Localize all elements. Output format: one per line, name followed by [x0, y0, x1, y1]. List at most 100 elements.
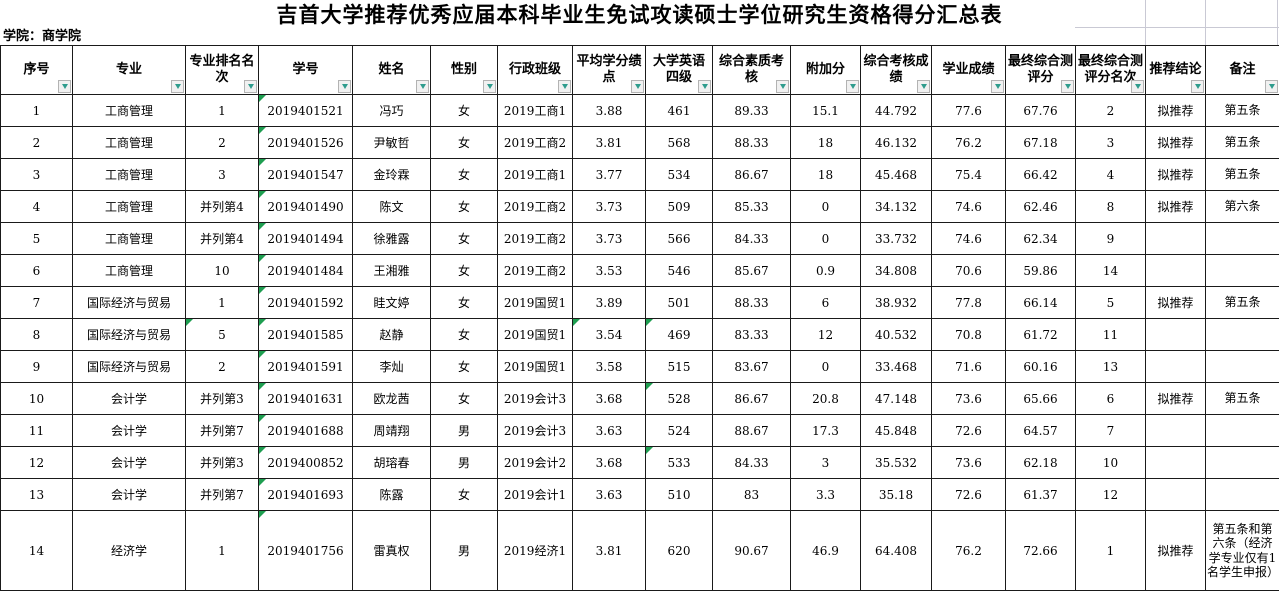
cell-gpa[interactable]: 3.73 — [572, 190, 646, 223]
cell-gender[interactable]: 女 — [430, 382, 498, 415]
cell-name[interactable]: 眭文婷 — [352, 286, 431, 319]
cell-class[interactable]: 2019工商2 — [497, 222, 573, 255]
cell-class[interactable]: 2019国贸1 — [497, 286, 573, 319]
filter-dropdown-icon[interactable] — [244, 80, 257, 93]
column-header-quality[interactable]: 综合素质考核 — [712, 45, 791, 95]
cell-final[interactable]: 66.42 — [1005, 158, 1076, 191]
cell-comp[interactable]: 33.732 — [860, 222, 932, 255]
cell-quality[interactable]: 83.33 — [712, 318, 791, 351]
cell-student_id[interactable]: 2019401490 — [258, 190, 353, 223]
cell-student_id[interactable]: 2019401494 — [258, 222, 353, 255]
cell-major[interactable]: 工商管理 — [72, 254, 186, 287]
cell-quality[interactable]: 86.67 — [712, 382, 791, 415]
cell-student_id[interactable]: 2019401631 — [258, 382, 353, 415]
cell-gender[interactable]: 女 — [430, 318, 498, 351]
cell-cet4[interactable]: 510 — [645, 478, 713, 511]
cell-bonus[interactable]: 20.8 — [790, 382, 861, 415]
cell-gpa[interactable]: 3.88 — [572, 94, 646, 127]
cell-name[interactable]: 李灿 — [352, 350, 431, 383]
cell-academic[interactable]: 73.6 — [931, 446, 1006, 479]
cell-cet4[interactable]: 515 — [645, 350, 713, 383]
cell-no[interactable]: 9 — [0, 350, 73, 383]
cell-major_rank[interactable]: 并列第3 — [185, 382, 259, 415]
cell-final_rank[interactable]: 4 — [1075, 158, 1146, 191]
cell-conclusion[interactable] — [1145, 446, 1206, 479]
cell-remark[interactable] — [1205, 478, 1279, 511]
cell-cet4[interactable]: 501 — [645, 286, 713, 319]
cell-student_id[interactable]: 2019401756 — [258, 510, 353, 591]
cell-name[interactable]: 雷真权 — [352, 510, 431, 591]
cell-class[interactable]: 2019会计1 — [497, 478, 573, 511]
cell-academic[interactable]: 76.2 — [931, 510, 1006, 591]
cell-comp[interactable]: 35.18 — [860, 478, 932, 511]
cell-gpa[interactable]: 3.58 — [572, 350, 646, 383]
cell-name[interactable]: 陈文 — [352, 190, 431, 223]
column-header-gpa[interactable]: 平均学分绩点 — [572, 45, 646, 95]
filter-dropdown-icon[interactable] — [338, 80, 351, 93]
cell-comp[interactable]: 34.132 — [860, 190, 932, 223]
cell-final_rank[interactable]: 13 — [1075, 350, 1146, 383]
cell-no[interactable]: 13 — [0, 478, 73, 511]
cell-major[interactable]: 会计学 — [72, 414, 186, 447]
cell-comp[interactable]: 46.132 — [860, 126, 932, 159]
cell-name[interactable]: 周靖翔 — [352, 414, 431, 447]
cell-final_rank[interactable]: 5 — [1075, 286, 1146, 319]
cell-academic[interactable]: 75.4 — [931, 158, 1006, 191]
cell-name[interactable]: 金玲霖 — [352, 158, 431, 191]
cell-student_id[interactable]: 2019401521 — [258, 94, 353, 127]
cell-gpa[interactable]: 3.68 — [572, 382, 646, 415]
cell-gpa[interactable]: 3.53 — [572, 254, 646, 287]
cell-final_rank[interactable]: 10 — [1075, 446, 1146, 479]
cell-remark[interactable] — [1205, 222, 1279, 255]
cell-no[interactable]: 3 — [0, 158, 73, 191]
cell-class[interactable]: 2019工商1 — [497, 158, 573, 191]
cell-final[interactable]: 62.46 — [1005, 190, 1076, 223]
cell-bonus[interactable]: 0.9 — [790, 254, 861, 287]
cell-bonus[interactable]: 15.1 — [790, 94, 861, 127]
cell-final[interactable]: 64.57 — [1005, 414, 1076, 447]
cell-conclusion[interactable]: 拟推荐 — [1145, 94, 1206, 127]
cell-quality[interactable]: 88.67 — [712, 414, 791, 447]
cell-student_id[interactable]: 2019400852 — [258, 446, 353, 479]
cell-class[interactable]: 2019工商2 — [497, 254, 573, 287]
column-header-final[interactable]: 最终综合测评分 — [1005, 45, 1076, 95]
cell-final[interactable]: 62.34 — [1005, 222, 1076, 255]
cell-final_rank[interactable]: 1 — [1075, 510, 1146, 591]
filter-dropdown-icon[interactable] — [846, 80, 859, 93]
cell-major_rank[interactable]: 并列第3 — [185, 446, 259, 479]
cell-conclusion[interactable]: 拟推荐 — [1145, 510, 1206, 591]
cell-student_id[interactable]: 2019401693 — [258, 478, 353, 511]
cell-class[interactable]: 2019会计3 — [497, 414, 573, 447]
cell-quality[interactable]: 83.67 — [712, 350, 791, 383]
cell-bonus[interactable]: 46.9 — [790, 510, 861, 591]
cell-final_rank[interactable]: 14 — [1075, 254, 1146, 287]
cell-remark[interactable]: 第六条 — [1205, 190, 1279, 223]
cell-gender[interactable]: 女 — [430, 478, 498, 511]
cell-gpa[interactable]: 3.73 — [572, 222, 646, 255]
cell-cet4[interactable]: 533 — [645, 446, 713, 479]
cell-gender[interactable]: 女 — [430, 126, 498, 159]
cell-major[interactable]: 会计学 — [72, 446, 186, 479]
cell-bonus[interactable]: 12 — [790, 318, 861, 351]
cell-quality[interactable]: 90.67 — [712, 510, 791, 591]
cell-remark[interactable] — [1205, 414, 1279, 447]
column-header-comp[interactable]: 综合考核成绩 — [860, 45, 932, 95]
cell-academic[interactable]: 72.6 — [931, 478, 1006, 511]
cell-comp[interactable]: 44.792 — [860, 94, 932, 127]
cell-gpa[interactable]: 3.81 — [572, 126, 646, 159]
column-header-cet4[interactable]: 大学英语四级 — [645, 45, 713, 95]
cell-academic[interactable]: 72.6 — [931, 414, 1006, 447]
cell-bonus[interactable]: 6 — [790, 286, 861, 319]
cell-final[interactable]: 61.72 — [1005, 318, 1076, 351]
cell-quality[interactable]: 84.33 — [712, 446, 791, 479]
cell-cet4[interactable]: 528 — [645, 382, 713, 415]
cell-major[interactable]: 工商管理 — [72, 94, 186, 127]
cell-conclusion[interactable]: 拟推荐 — [1145, 286, 1206, 319]
cell-class[interactable]: 2019国贸1 — [497, 350, 573, 383]
cell-comp[interactable]: 34.808 — [860, 254, 932, 287]
cell-major_rank[interactable]: 并列第4 — [185, 190, 259, 223]
cell-major[interactable]: 会计学 — [72, 382, 186, 415]
cell-remark[interactable]: 第五条 — [1205, 158, 1279, 191]
cell-gender[interactable]: 女 — [430, 222, 498, 255]
cell-comp[interactable]: 47.148 — [860, 382, 932, 415]
